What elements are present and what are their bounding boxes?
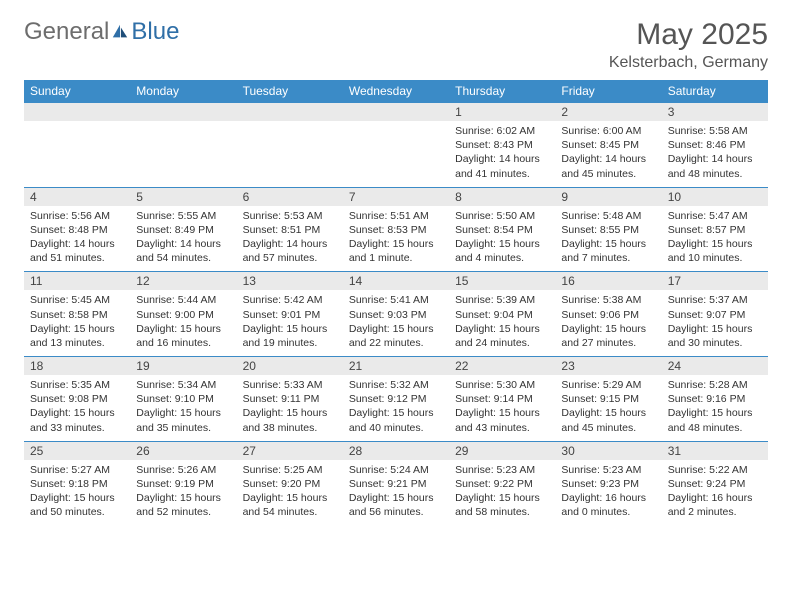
day-number-cell: 1 bbox=[449, 103, 555, 122]
day-detail-cell: Sunrise: 5:24 AMSunset: 9:21 PMDaylight:… bbox=[343, 460, 449, 526]
day-number-cell: 24 bbox=[662, 357, 768, 376]
day-detail-cell: Sunrise: 5:38 AMSunset: 9:06 PMDaylight:… bbox=[555, 290, 661, 356]
day-detail-cell: Sunrise: 5:26 AMSunset: 9:19 PMDaylight:… bbox=[130, 460, 236, 526]
day-detail-row: Sunrise: 5:45 AMSunset: 8:58 PMDaylight:… bbox=[24, 290, 768, 356]
day-number-cell: 22 bbox=[449, 357, 555, 376]
day-number-cell: 29 bbox=[449, 441, 555, 460]
day-detail-cell: Sunrise: 5:58 AMSunset: 8:46 PMDaylight:… bbox=[662, 121, 768, 187]
day-detail-cell: Sunrise: 5:45 AMSunset: 8:58 PMDaylight:… bbox=[24, 290, 130, 356]
day-number-row: 123 bbox=[24, 103, 768, 122]
day-detail-cell: Sunrise: 5:25 AMSunset: 9:20 PMDaylight:… bbox=[237, 460, 343, 526]
day-number-cell: 31 bbox=[662, 441, 768, 460]
day-detail-cell: Sunrise: 5:51 AMSunset: 8:53 PMDaylight:… bbox=[343, 206, 449, 272]
sail-icon bbox=[111, 23, 129, 41]
day-detail-cell: Sunrise: 5:27 AMSunset: 9:18 PMDaylight:… bbox=[24, 460, 130, 526]
day-detail-cell: Sunrise: 5:35 AMSunset: 9:08 PMDaylight:… bbox=[24, 375, 130, 441]
location-label: Kelsterbach, Germany bbox=[609, 54, 768, 72]
day-number-cell: 19 bbox=[130, 357, 236, 376]
day-number-cell: 14 bbox=[343, 272, 449, 291]
day-number-cell bbox=[237, 103, 343, 122]
day-detail-cell bbox=[237, 121, 343, 187]
day-number-cell: 30 bbox=[555, 441, 661, 460]
day-detail-cell: Sunrise: 5:48 AMSunset: 8:55 PMDaylight:… bbox=[555, 206, 661, 272]
day-detail-row: Sunrise: 5:27 AMSunset: 9:18 PMDaylight:… bbox=[24, 460, 768, 526]
day-number-cell: 26 bbox=[130, 441, 236, 460]
day-number-row: 45678910 bbox=[24, 187, 768, 206]
day-detail-cell: Sunrise: 5:42 AMSunset: 9:01 PMDaylight:… bbox=[237, 290, 343, 356]
day-detail-cell: Sunrise: 6:02 AMSunset: 8:43 PMDaylight:… bbox=[449, 121, 555, 187]
weekday-header: Tuesday bbox=[237, 80, 343, 103]
day-detail-cell: Sunrise: 5:23 AMSunset: 9:22 PMDaylight:… bbox=[449, 460, 555, 526]
weekday-header: Monday bbox=[130, 80, 236, 103]
day-detail-cell bbox=[130, 121, 236, 187]
day-number-cell: 6 bbox=[237, 187, 343, 206]
brand-general: General bbox=[24, 18, 109, 46]
brand-logo: General Blue bbox=[24, 18, 179, 46]
weekday-header: Wednesday bbox=[343, 80, 449, 103]
day-number-cell: 8 bbox=[449, 187, 555, 206]
day-number-cell: 7 bbox=[343, 187, 449, 206]
day-number-cell bbox=[130, 103, 236, 122]
day-number-cell: 27 bbox=[237, 441, 343, 460]
title-block: May 2025 Kelsterbach, Germany bbox=[609, 18, 768, 72]
day-detail-cell bbox=[24, 121, 130, 187]
day-detail-cell: Sunrise: 5:44 AMSunset: 9:00 PMDaylight:… bbox=[130, 290, 236, 356]
day-number-cell: 16 bbox=[555, 272, 661, 291]
day-detail-row: Sunrise: 5:35 AMSunset: 9:08 PMDaylight:… bbox=[24, 375, 768, 441]
day-number-cell: 12 bbox=[130, 272, 236, 291]
day-number-cell: 25 bbox=[24, 441, 130, 460]
day-number-cell: 3 bbox=[662, 103, 768, 122]
day-detail-cell: Sunrise: 5:56 AMSunset: 8:48 PMDaylight:… bbox=[24, 206, 130, 272]
day-detail-row: Sunrise: 6:02 AMSunset: 8:43 PMDaylight:… bbox=[24, 121, 768, 187]
day-number-cell: 21 bbox=[343, 357, 449, 376]
weekday-header: Saturday bbox=[662, 80, 768, 103]
day-detail-cell: Sunrise: 5:53 AMSunset: 8:51 PMDaylight:… bbox=[237, 206, 343, 272]
brand-blue: Blue bbox=[131, 18, 179, 46]
weekday-header: Sunday bbox=[24, 80, 130, 103]
day-number-cell: 4 bbox=[24, 187, 130, 206]
day-detail-cell: Sunrise: 5:41 AMSunset: 9:03 PMDaylight:… bbox=[343, 290, 449, 356]
day-detail-cell: Sunrise: 5:37 AMSunset: 9:07 PMDaylight:… bbox=[662, 290, 768, 356]
day-number-cell: 5 bbox=[130, 187, 236, 206]
day-number-cell: 18 bbox=[24, 357, 130, 376]
day-detail-cell: Sunrise: 5:29 AMSunset: 9:15 PMDaylight:… bbox=[555, 375, 661, 441]
day-number-cell: 15 bbox=[449, 272, 555, 291]
day-number-cell: 2 bbox=[555, 103, 661, 122]
day-number-cell: 17 bbox=[662, 272, 768, 291]
day-number-cell: 20 bbox=[237, 357, 343, 376]
day-detail-cell: Sunrise: 5:50 AMSunset: 8:54 PMDaylight:… bbox=[449, 206, 555, 272]
day-number-cell: 11 bbox=[24, 272, 130, 291]
day-detail-cell: Sunrise: 5:39 AMSunset: 9:04 PMDaylight:… bbox=[449, 290, 555, 356]
day-detail-cell: Sunrise: 5:22 AMSunset: 9:24 PMDaylight:… bbox=[662, 460, 768, 526]
day-number-cell: 10 bbox=[662, 187, 768, 206]
day-number-row: 25262728293031 bbox=[24, 441, 768, 460]
day-number-row: 11121314151617 bbox=[24, 272, 768, 291]
day-number-cell: 9 bbox=[555, 187, 661, 206]
day-number-row: 18192021222324 bbox=[24, 357, 768, 376]
day-number-cell: 13 bbox=[237, 272, 343, 291]
day-number-cell bbox=[343, 103, 449, 122]
day-number-cell: 23 bbox=[555, 357, 661, 376]
day-number-cell bbox=[24, 103, 130, 122]
month-title: May 2025 bbox=[609, 18, 768, 52]
weekday-header: Thursday bbox=[449, 80, 555, 103]
page-header: General Blue May 2025 Kelsterbach, Germa… bbox=[24, 18, 768, 72]
weekday-header: Friday bbox=[555, 80, 661, 103]
day-detail-cell: Sunrise: 5:47 AMSunset: 8:57 PMDaylight:… bbox=[662, 206, 768, 272]
day-detail-cell: Sunrise: 5:55 AMSunset: 8:49 PMDaylight:… bbox=[130, 206, 236, 272]
day-detail-cell: Sunrise: 6:00 AMSunset: 8:45 PMDaylight:… bbox=[555, 121, 661, 187]
day-detail-cell: Sunrise: 5:34 AMSunset: 9:10 PMDaylight:… bbox=[130, 375, 236, 441]
calendar-table: Sunday Monday Tuesday Wednesday Thursday… bbox=[24, 80, 768, 525]
day-detail-cell: Sunrise: 5:33 AMSunset: 9:11 PMDaylight:… bbox=[237, 375, 343, 441]
day-detail-row: Sunrise: 5:56 AMSunset: 8:48 PMDaylight:… bbox=[24, 206, 768, 272]
day-detail-cell: Sunrise: 5:23 AMSunset: 9:23 PMDaylight:… bbox=[555, 460, 661, 526]
day-detail-cell: Sunrise: 5:32 AMSunset: 9:12 PMDaylight:… bbox=[343, 375, 449, 441]
weekday-header-row: Sunday Monday Tuesday Wednesday Thursday… bbox=[24, 80, 768, 103]
day-number-cell: 28 bbox=[343, 441, 449, 460]
day-detail-cell bbox=[343, 121, 449, 187]
day-detail-cell: Sunrise: 5:28 AMSunset: 9:16 PMDaylight:… bbox=[662, 375, 768, 441]
day-detail-cell: Sunrise: 5:30 AMSunset: 9:14 PMDaylight:… bbox=[449, 375, 555, 441]
